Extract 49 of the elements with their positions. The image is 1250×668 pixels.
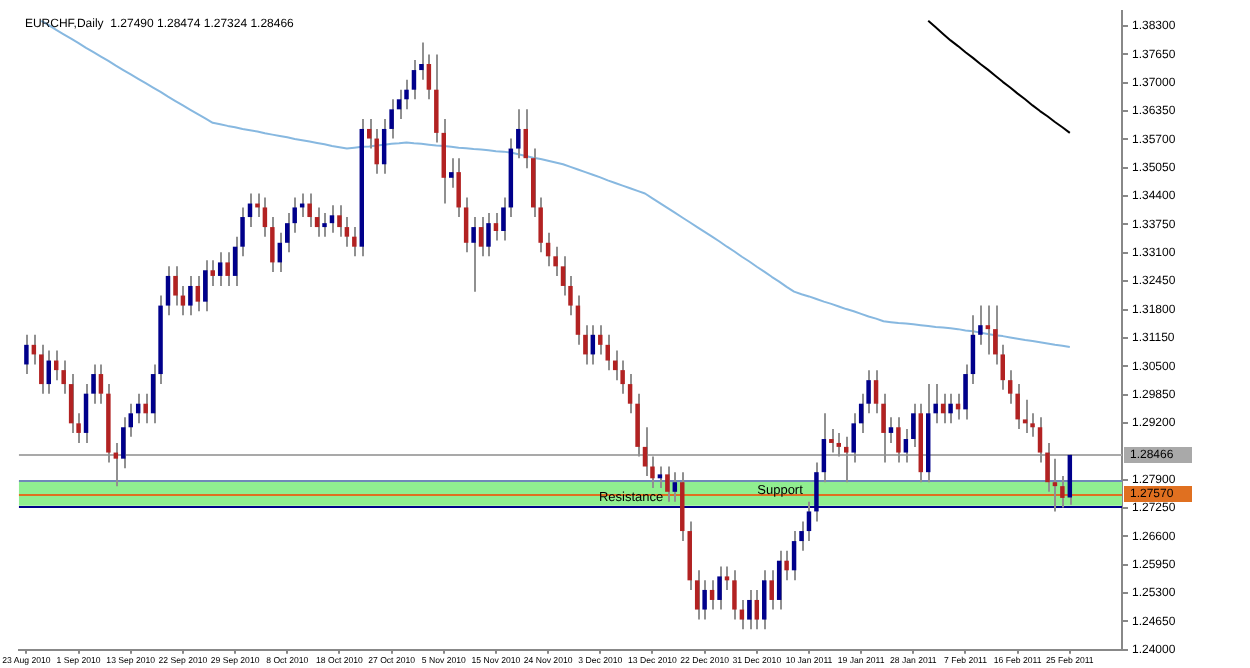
candlestick: [948, 392, 953, 425]
candlestick: [441, 117, 447, 205]
candlestick: [754, 588, 760, 631]
candlestick: [598, 324, 603, 356]
candlestick: [463, 196, 469, 254]
candlestick: [188, 274, 193, 317]
candlestick: [516, 108, 521, 160]
candlestick: [717, 565, 722, 611]
candlestick: [888, 416, 894, 444]
candlestick: [1060, 475, 1065, 509]
candlestick: [337, 204, 342, 238]
candlestick: [262, 196, 268, 238]
candlestick: [665, 465, 670, 503]
candlestick: [829, 428, 834, 454]
candlestick: [374, 127, 379, 175]
candlestick: [404, 78, 409, 111]
candlestick: [672, 471, 678, 503]
candlestick: [896, 416, 901, 464]
candlestick: [732, 569, 737, 621]
candlestick: [217, 251, 223, 287]
candlestick: [471, 216, 476, 293]
candlestick: [448, 157, 454, 189]
candlestick: [411, 59, 417, 101]
candlestick: [322, 212, 327, 238]
candlestick: [203, 259, 208, 313]
candlestick: [98, 363, 104, 405]
candlestick: [225, 251, 230, 287]
candlestick: [173, 265, 178, 307]
candlestick: [493, 212, 499, 242]
candlestick: [24, 333, 29, 376]
candlestick: [434, 53, 439, 144]
candlestick: [39, 343, 44, 395]
candlestick: [486, 212, 491, 258]
candlestick: [605, 333, 610, 372]
candlestick: [195, 274, 201, 313]
candlestick: [769, 569, 774, 611]
candlestick: [352, 226, 357, 258]
candlestick: [143, 392, 148, 425]
candlestick: [270, 216, 275, 273]
candlestick: [456, 157, 461, 219]
candlestick: [307, 192, 312, 229]
candlestick: [210, 259, 215, 287]
candlestick: [165, 265, 171, 317]
candlestick: [978, 304, 983, 346]
candlestick: [762, 569, 767, 631]
candlestick: [620, 359, 625, 395]
candlestick: [844, 435, 849, 484]
candlestick: [329, 204, 335, 234]
candlestick: [747, 588, 752, 631]
